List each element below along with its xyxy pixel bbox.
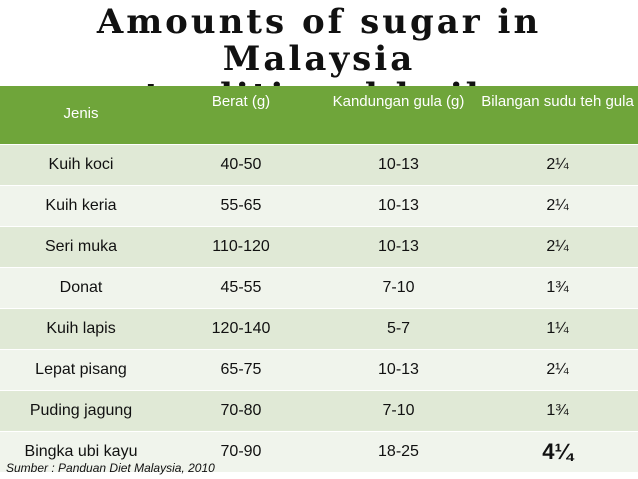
title-line-1: Amounts of sugar in Malaysia [96, 2, 542, 79]
table-row: Lepat pisang 65-75 10-13 2¼ [0, 348, 638, 391]
table-row: Seri muka 110-120 10-13 2¼ [0, 225, 638, 268]
cell-kandungan-gula: 10-13 [320, 348, 477, 391]
cell-sudu-teh: 2¼ [477, 184, 638, 227]
cell-kandungan-gula: 7-10 [320, 389, 477, 432]
cell-berat: 110-120 [162, 225, 320, 268]
cell-berat: 70-90 [162, 430, 320, 473]
cell-sudu-teh: 1¼ [477, 307, 638, 350]
table-row: Kuih keria 55-65 10-13 2¼ [0, 184, 638, 227]
cell-jenis: Seri muka [0, 225, 162, 268]
cell-berat: 55-65 [162, 184, 320, 227]
table-row: Puding jagung 70-80 7-10 1¾ [0, 389, 638, 432]
cell-jenis: Donat [0, 266, 162, 309]
cell-berat: 40-50 [162, 143, 320, 186]
table-row: Kuih lapis 120-140 5-7 1¼ [0, 307, 638, 350]
sugar-table: Jenis Berat (g) Kandungan gula (g) Bilan… [0, 86, 638, 473]
cell-sudu-teh: 2¼ [477, 143, 638, 186]
cell-kandungan-gula: 10-13 [320, 225, 477, 268]
table-row: Bingka ubi kayu 70-90 18-25 4¼ [0, 430, 638, 473]
cell-kandungan-gula: 5-7 [320, 307, 477, 350]
column-header-bilangan-sudu: Bilangan sudu teh gula [477, 86, 638, 144]
cell-sudu-teh: 4¼ [477, 430, 638, 473]
cell-kandungan-gula: 18-25 [320, 430, 477, 473]
table-row: Kuih koci 40-50 10-13 2¼ [0, 143, 638, 186]
cell-jenis: Puding jagung [0, 389, 162, 432]
cell-jenis: Bingka ubi kayu [0, 430, 162, 473]
column-header-kandungan-gula: Kandungan gula (g) [320, 86, 477, 144]
cell-kandungan-gula: 10-13 [320, 143, 477, 186]
cell-sudu-teh: 2¼ [477, 225, 638, 268]
page-title: Amounts of sugar in Malaysia traditional… [0, 0, 638, 115]
cell-jenis: Lepat pisang [0, 348, 162, 391]
cell-jenis: Kuih koci [0, 143, 162, 186]
cell-kandungan-gula: 7-10 [320, 266, 477, 309]
cell-jenis: Kuih lapis [0, 307, 162, 350]
column-header-jenis: Jenis [0, 86, 162, 144]
cell-berat: 70-80 [162, 389, 320, 432]
cell-sudu-teh: 2¼ [477, 348, 638, 391]
cell-kandungan-gula: 10-13 [320, 184, 477, 227]
cell-berat: 65-75 [162, 348, 320, 391]
table-row: Donat 45-55 7-10 1¾ [0, 266, 638, 309]
cell-berat: 120-140 [162, 307, 320, 350]
source-note: Sumber : Panduan Diet Malaysia, 2010 [6, 461, 215, 475]
cell-berat: 45-55 [162, 266, 320, 309]
table-header-row: Jenis Berat (g) Kandungan gula (g) Bilan… [0, 86, 638, 144]
cell-sudu-teh: 1¾ [477, 389, 638, 432]
cell-jenis: Kuih keria [0, 184, 162, 227]
column-header-berat: Berat (g) [162, 86, 320, 144]
cell-sudu-teh: 1¾ [477, 266, 638, 309]
